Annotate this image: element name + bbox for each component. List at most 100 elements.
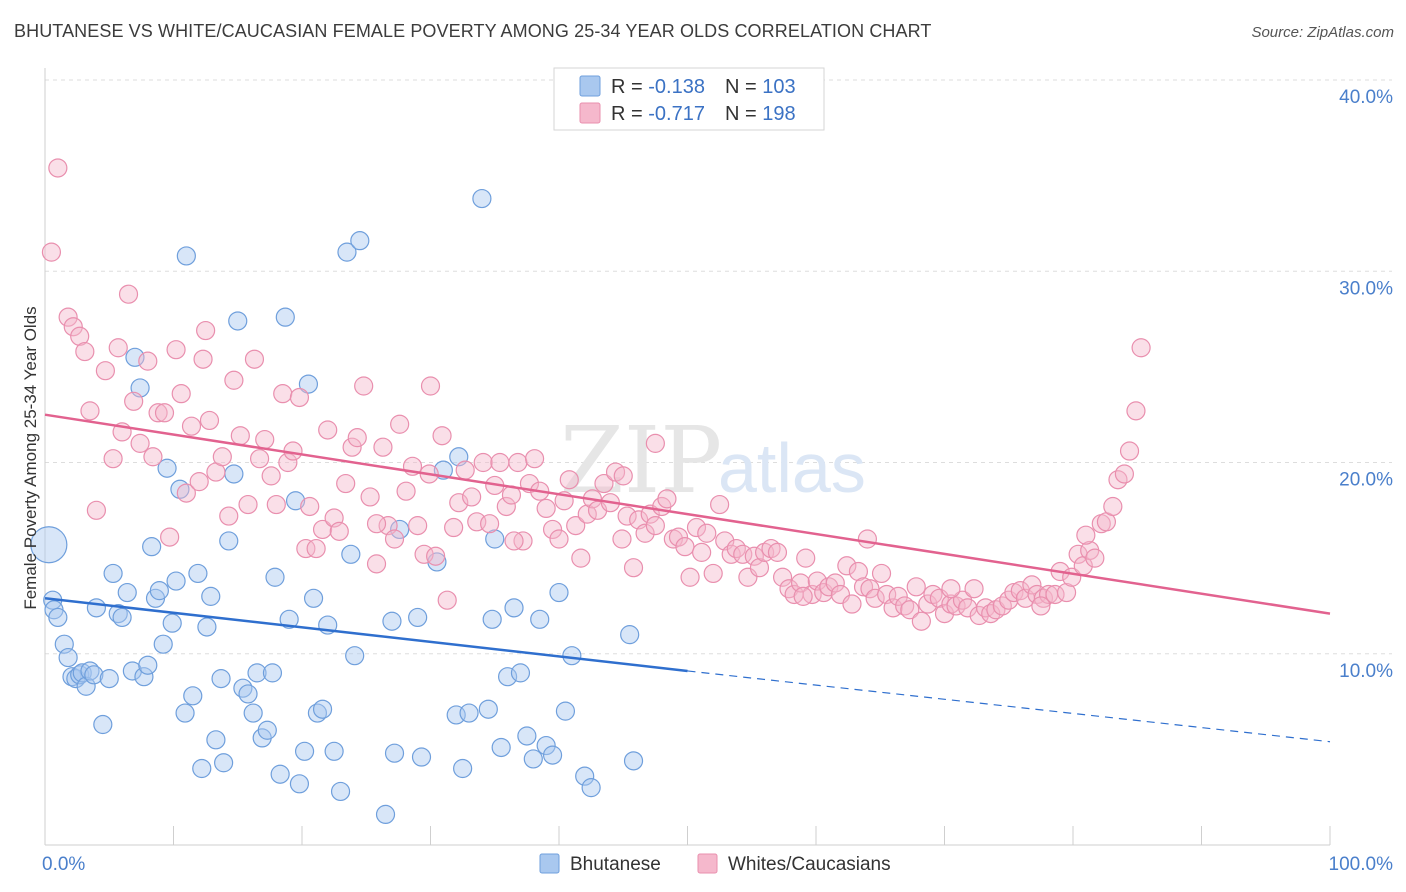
point-bhutanese	[382, 611, 402, 631]
point-whites	[657, 489, 677, 509]
point-whites	[224, 370, 244, 390]
point-bhutanese	[623, 751, 644, 771]
point-whites	[964, 579, 984, 599]
point-whites	[408, 516, 428, 536]
point-bhutanese	[192, 758, 212, 779]
point-whites	[347, 428, 367, 448]
watermark-zip: ZIP	[560, 407, 722, 514]
point-whites	[680, 567, 700, 587]
legend-n-value-1: 103	[762, 76, 795, 98]
point-whites	[721, 544, 741, 564]
x-tick-label: 0.0%	[42, 854, 85, 875]
point-whites	[480, 514, 500, 534]
point-whites	[420, 376, 441, 396]
point-whites	[360, 487, 380, 507]
point-bhutanese	[482, 609, 502, 629]
point-whites	[255, 429, 275, 450]
chart-source: Source: ZipAtlas.com	[1251, 24, 1394, 41]
svg-text:N = 103: N = 103	[725, 76, 796, 98]
bottom-legend-swatch-pink	[697, 853, 718, 874]
point-whites	[865, 588, 885, 608]
point-whites	[336, 473, 356, 494]
point-bhutanese	[294, 741, 315, 761]
legend-swatch-pink	[579, 102, 601, 124]
point-bhutanese	[176, 246, 196, 266]
point-whites	[617, 506, 637, 526]
point-whites	[366, 554, 387, 574]
point-bhutanese	[275, 307, 295, 327]
point-whites	[571, 548, 591, 568]
bottom-legend-bhutanese: Bhutanese	[570, 854, 661, 875]
point-bhutanese	[157, 458, 177, 478]
legend-swatch-blue	[579, 75, 601, 97]
point-whites	[426, 546, 446, 566]
point-whites	[1131, 338, 1151, 358]
point-bhutanese	[153, 634, 173, 654]
point-whites	[261, 466, 281, 486]
y-tick-label: 40.0%	[1339, 87, 1393, 108]
point-bhutanese	[138, 655, 158, 675]
point-whites	[148, 403, 168, 423]
point-bhutanese	[478, 699, 498, 719]
point-bhutanese	[108, 603, 128, 624]
point-whites	[108, 338, 128, 358]
point-bhutanese	[375, 804, 396, 825]
point-whites	[686, 517, 707, 538]
point-whites	[895, 596, 915, 616]
point-whites	[612, 529, 632, 549]
point-whites	[1022, 575, 1042, 595]
point-bhutanese	[142, 537, 162, 557]
point-bhutanese	[228, 311, 248, 331]
legend-r-label-1: R =	[611, 76, 648, 98]
point-whites	[697, 523, 717, 543]
point-bhutanese	[620, 625, 640, 645]
point-whites	[181, 416, 202, 436]
point-whites	[273, 384, 293, 404]
point-whites	[692, 542, 712, 562]
point-whites	[793, 586, 813, 606]
point-bhutanese	[149, 581, 169, 601]
point-bhutanese	[517, 726, 537, 746]
point-whites	[154, 403, 175, 423]
point-whites	[566, 516, 586, 536]
point-bhutanese	[530, 609, 550, 629]
point-bhutanese	[485, 529, 505, 549]
point-bhutanese	[30, 526, 68, 564]
point-bhutanese	[575, 766, 595, 786]
point-whites	[462, 487, 482, 507]
point-whites	[473, 452, 493, 473]
point-whites	[981, 603, 1001, 624]
point-bhutanese	[112, 607, 132, 628]
point-whites	[230, 426, 250, 446]
chart-title: BHUTANESE VS WHITE/CAUCASIAN FEMALE POVE…	[14, 21, 932, 41]
point-whites	[1076, 525, 1096, 545]
x-tick-labels: 0.0% 100.0%	[42, 854, 1393, 875]
point-bhutanese	[298, 374, 319, 394]
point-whites	[432, 426, 452, 446]
point-whites	[396, 481, 416, 501]
point-whites	[911, 611, 931, 631]
point-bhutanese	[324, 741, 344, 761]
point-whites	[289, 387, 310, 408]
point-whites	[95, 361, 115, 381]
y-tick-labels: 10.0% 20.0% 30.0% 40.0%	[1339, 87, 1393, 682]
point-bhutanese	[408, 607, 428, 628]
point-bhutanese	[201, 586, 221, 606]
point-bhutanese	[162, 613, 182, 633]
point-bhutanese	[265, 567, 285, 587]
point-whites	[444, 517, 464, 538]
point-bhutanese	[219, 531, 239, 551]
point-whites	[124, 391, 144, 411]
point-whites	[703, 563, 723, 584]
point-whites	[508, 452, 528, 473]
point-whites	[645, 433, 665, 453]
point-whites	[171, 384, 191, 404]
point-whites	[455, 460, 475, 480]
point-whites	[58, 307, 78, 327]
point-whites	[623, 558, 644, 578]
bottom-legend: Bhutanese Whites/Caucasians	[539, 853, 891, 875]
point-whites	[1119, 441, 1140, 461]
point-whites	[871, 563, 892, 584]
point-bhutanese	[257, 720, 277, 740]
point-whites	[329, 521, 349, 541]
